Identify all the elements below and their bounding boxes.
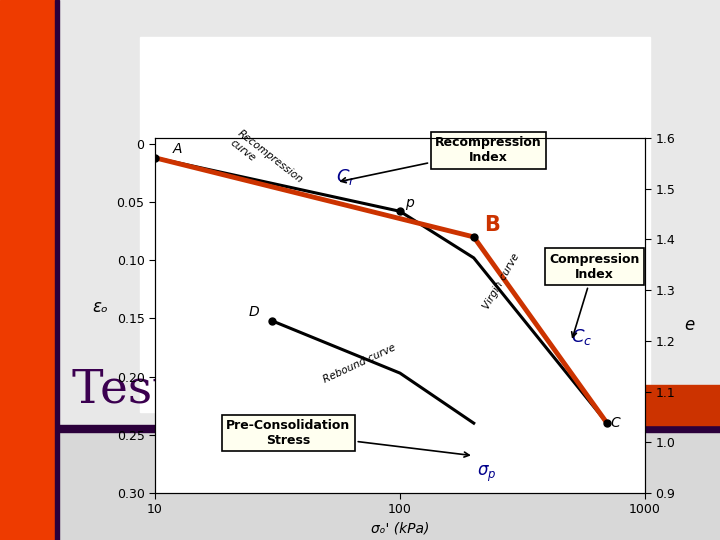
Text: D: D [248,305,258,319]
Text: Virgin curve: Virgin curve [482,252,521,311]
Bar [59,425,720,432]
Text: $C_r$: $C_r$ [336,167,357,187]
Text: Test Results: Test Results [72,367,363,413]
X-axis label: σₒ' (kPa): σₒ' (kPa) [371,522,429,536]
Text: Compression
Index: Compression Index [549,253,639,338]
Text: p: p [405,195,414,210]
Text: B: B [484,215,500,235]
Bar [0,0,55,540]
Text: Rebound curve: Rebound curve [322,342,397,384]
Bar [55,0,59,540]
Text: A: A [173,142,182,156]
Bar [555,385,720,425]
Y-axis label: εₒ: εₒ [92,298,108,315]
Text: Recompression
Index: Recompression Index [341,136,542,183]
Text: $C_c$: $C_c$ [571,327,593,347]
Text: $\sigma_p$: $\sigma_p$ [477,463,496,483]
Bar [59,0,720,425]
Text: C: C [610,416,620,430]
Text: Recompression
curve: Recompression curve [229,129,305,195]
Y-axis label: e: e [684,315,694,334]
Bar [140,37,650,412]
Text: Pre-Consolidation
Stress: Pre-Consolidation Stress [226,419,469,457]
